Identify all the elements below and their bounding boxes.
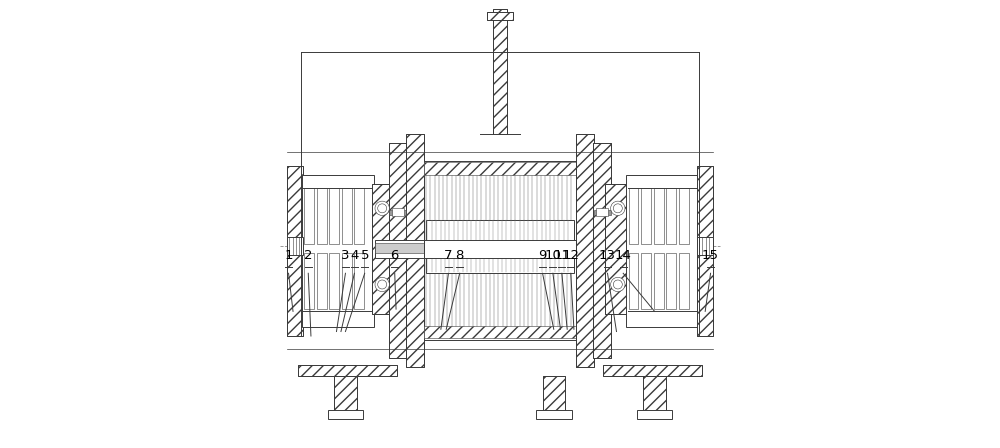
Bar	[375, 243, 424, 253]
Bar	[334, 376, 357, 412]
Bar	[543, 376, 565, 412]
Bar	[342, 253, 352, 309]
Bar	[392, 208, 404, 216]
Bar	[304, 188, 314, 244]
Bar	[406, 134, 424, 367]
Bar	[426, 220, 574, 273]
Text: 7: 7	[444, 249, 453, 262]
Circle shape	[378, 204, 387, 213]
Circle shape	[375, 277, 389, 292]
Text: 5: 5	[360, 249, 369, 262]
Bar	[576, 240, 625, 258]
Bar	[389, 143, 407, 358]
Bar	[666, 253, 676, 309]
Bar	[334, 376, 357, 412]
Bar	[593, 143, 611, 358]
Bar	[372, 184, 395, 314]
Bar	[329, 188, 339, 244]
Text: 15: 15	[702, 249, 719, 262]
Circle shape	[611, 277, 625, 292]
Bar	[329, 253, 339, 309]
Bar	[328, 410, 363, 419]
Bar	[424, 240, 576, 258]
Bar	[626, 175, 698, 327]
Bar	[637, 410, 672, 419]
Bar	[424, 161, 576, 340]
Bar	[317, 253, 327, 309]
Circle shape	[375, 201, 389, 215]
Text: 8: 8	[455, 249, 464, 262]
Bar	[603, 365, 702, 376]
Bar	[576, 134, 594, 367]
Bar	[375, 240, 424, 258]
Text: 4: 4	[350, 249, 359, 262]
Bar	[697, 166, 713, 336]
Bar	[354, 253, 364, 309]
Bar	[389, 143, 407, 358]
Bar	[342, 188, 352, 244]
Bar	[596, 208, 608, 216]
Text: 12: 12	[562, 249, 579, 262]
Bar	[354, 188, 364, 244]
Bar	[424, 162, 576, 175]
Bar	[493, 9, 507, 134]
Bar	[641, 188, 651, 244]
Bar	[605, 184, 628, 314]
Bar	[654, 188, 664, 244]
Bar	[594, 210, 611, 215]
Bar	[593, 143, 611, 358]
Circle shape	[613, 280, 622, 289]
Bar	[605, 184, 628, 314]
Text: 6: 6	[391, 249, 399, 262]
Bar	[424, 326, 576, 338]
Bar	[287, 166, 303, 336]
Text: 9: 9	[538, 249, 547, 262]
Bar	[487, 12, 513, 20]
Bar	[536, 410, 572, 419]
Bar	[372, 184, 395, 314]
Bar	[643, 376, 666, 412]
Bar	[629, 253, 638, 309]
Circle shape	[378, 280, 387, 289]
Bar	[317, 188, 327, 244]
Bar	[679, 188, 689, 244]
Bar	[666, 188, 676, 244]
Bar	[629, 188, 638, 244]
Bar	[389, 210, 406, 215]
Text: 14: 14	[615, 249, 632, 262]
Text: 3: 3	[341, 249, 350, 262]
Bar	[576, 134, 594, 367]
Bar	[298, 365, 397, 376]
Bar	[679, 253, 689, 309]
Bar	[302, 175, 374, 327]
Bar	[654, 253, 664, 309]
Text: 10: 10	[544, 249, 561, 262]
Bar	[287, 166, 303, 336]
Bar	[487, 12, 513, 20]
Text: 2: 2	[304, 249, 313, 262]
Bar	[406, 134, 424, 367]
Bar	[304, 253, 314, 309]
Bar	[697, 237, 713, 255]
Bar	[603, 365, 702, 376]
Circle shape	[611, 201, 625, 215]
Bar	[543, 376, 565, 412]
Circle shape	[613, 204, 622, 213]
Bar	[493, 9, 507, 134]
Bar	[298, 365, 397, 376]
Text: 11: 11	[553, 249, 570, 262]
Bar	[287, 237, 303, 255]
Bar	[697, 166, 713, 336]
Bar	[641, 253, 651, 309]
Text: 1: 1	[284, 249, 293, 262]
Bar	[643, 376, 666, 412]
Text: 13: 13	[599, 249, 616, 262]
